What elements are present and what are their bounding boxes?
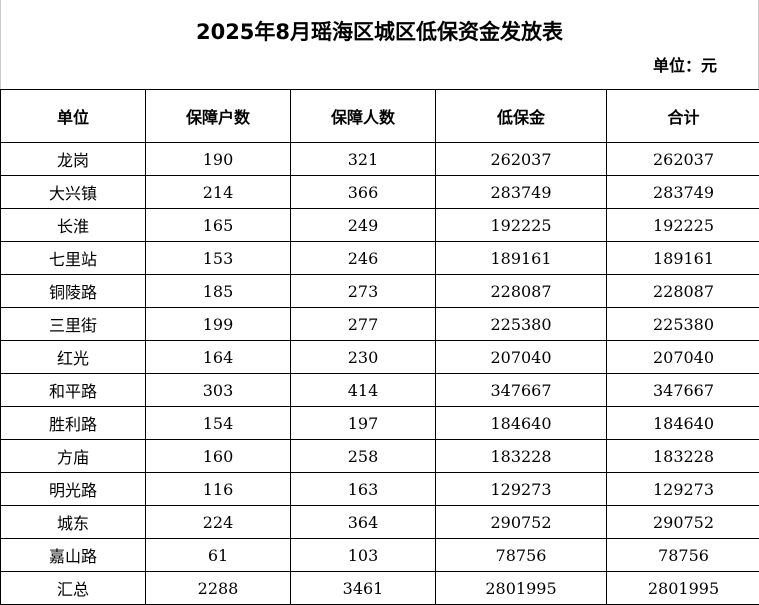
cell-households: 2288 [145, 571, 291, 605]
cell-persons: 273 [290, 274, 436, 308]
table-row: 红光 164 230 207040 207040 [0, 340, 759, 374]
cell-persons: 103 [290, 538, 436, 572]
cell-households: 164 [145, 340, 291, 374]
cell-persons: 414 [290, 373, 436, 407]
total-row: 汇总 2288 3461 2801995 2801995 [0, 571, 759, 605]
cell-total: 283749 [606, 175, 759, 209]
cell-allowance: 192225 [435, 208, 607, 242]
cell-unit: 方庙 [0, 439, 146, 473]
table-row: 三里街 199 277 225380 225380 [0, 307, 759, 341]
cell-unit: 城东 [0, 505, 146, 539]
cell-households: 214 [145, 175, 291, 209]
cell-unit: 三里街 [0, 307, 146, 341]
table-row: 嘉山路 61 103 78756 78756 [0, 538, 759, 572]
cell-households: 303 [145, 373, 291, 407]
cell-total: 262037 [606, 142, 759, 176]
cell-allowance: 225380 [435, 307, 607, 341]
table-row: 长淮 165 249 192225 192225 [0, 208, 759, 242]
cell-allowance: 78756 [435, 538, 607, 572]
cell-households: 61 [145, 538, 291, 572]
cell-total: 290752 [606, 505, 759, 539]
cell-unit: 大兴镇 [0, 175, 146, 209]
cell-unit: 嘉山路 [0, 538, 146, 572]
cell-allowance: 189161 [435, 241, 607, 275]
column-header-persons: 保障人数 [290, 89, 436, 143]
cell-total: 183228 [606, 439, 759, 473]
table-row: 铜陵路 185 273 228087 228087 [0, 274, 759, 308]
cell-total: 184640 [606, 406, 759, 440]
cell-households: 116 [145, 472, 291, 506]
cell-total: 2801995 [606, 571, 759, 605]
cell-total: 225380 [606, 307, 759, 341]
cell-unit: 明光路 [0, 472, 146, 506]
cell-persons: 258 [290, 439, 436, 473]
cell-allowance: 283749 [435, 175, 607, 209]
table-row: 大兴镇 214 366 283749 283749 [0, 175, 759, 209]
table-row: 胜利路 154 197 184640 184640 [0, 406, 759, 440]
header-row: 单位 保障户数 保障人数 低保金 合计 [0, 89, 759, 143]
cell-unit: 胜利路 [0, 406, 146, 440]
cell-persons: 197 [290, 406, 436, 440]
cell-allowance: 347667 [435, 373, 607, 407]
cell-allowance: 129273 [435, 472, 607, 506]
cell-total: 207040 [606, 340, 759, 374]
cell-allowance: 183228 [435, 439, 607, 473]
cell-allowance: 184640 [435, 406, 607, 440]
cell-unit: 长淮 [0, 208, 146, 242]
cell-persons: 364 [290, 505, 436, 539]
cell-persons: 249 [290, 208, 436, 242]
cell-total: 189161 [606, 241, 759, 275]
unit-label: 单位：元 [652, 56, 717, 75]
cell-persons: 277 [290, 307, 436, 341]
cell-unit: 龙岗 [0, 142, 146, 176]
table-row: 方庙 160 258 183228 183228 [0, 439, 759, 473]
cell-unit: 七里站 [0, 241, 146, 275]
cell-households: 199 [145, 307, 291, 341]
cell-persons: 163 [290, 472, 436, 506]
cell-total: 129273 [606, 472, 759, 506]
cell-persons: 246 [290, 241, 436, 275]
cell-households: 153 [145, 241, 291, 275]
cell-persons: 3461 [290, 571, 436, 605]
cell-unit: 汇总 [0, 571, 146, 605]
cell-total: 347667 [606, 373, 759, 407]
cell-total: 78756 [606, 538, 759, 572]
cell-households: 185 [145, 274, 291, 308]
table-row: 城东 224 364 290752 290752 [0, 505, 759, 539]
cell-households: 165 [145, 208, 291, 242]
cell-allowance: 262037 [435, 142, 607, 176]
table-row: 和平路 303 414 347667 347667 [0, 373, 759, 407]
cell-persons: 366 [290, 175, 436, 209]
table-row: 七里站 153 246 189161 189161 [0, 241, 759, 275]
cell-allowance: 2801995 [435, 571, 607, 605]
page-title: 2025年8月瑶海区城区低保资金发放表 [195, 20, 564, 44]
cell-persons: 321 [290, 142, 436, 176]
cell-total: 192225 [606, 208, 759, 242]
column-header-allowance: 低保金 [435, 89, 607, 143]
cell-households: 154 [145, 406, 291, 440]
cell-households: 160 [145, 439, 291, 473]
cell-persons: 230 [290, 340, 436, 374]
cell-total: 228087 [606, 274, 759, 308]
column-header-total: 合计 [606, 89, 759, 143]
cell-unit: 和平路 [0, 373, 146, 407]
cell-households: 190 [145, 142, 291, 176]
column-header-unit: 单位 [0, 89, 146, 143]
cell-households: 224 [145, 505, 291, 539]
column-header-households: 保障户数 [145, 89, 291, 143]
table-row: 明光路 116 163 129273 129273 [0, 472, 759, 506]
allowance-table: 单位 保障户数 保障人数 低保金 合计 龙岗 190 321 262037 262037 大兴镇 2… [0, 89, 759, 605]
table-row: 龙岗 190 321 262037 262037 [0, 142, 759, 176]
cell-unit: 红光 [0, 340, 146, 374]
cell-allowance: 290752 [435, 505, 607, 539]
cell-unit: 铜陵路 [0, 274, 146, 308]
cell-allowance: 228087 [435, 274, 607, 308]
cell-allowance: 207040 [435, 340, 607, 374]
